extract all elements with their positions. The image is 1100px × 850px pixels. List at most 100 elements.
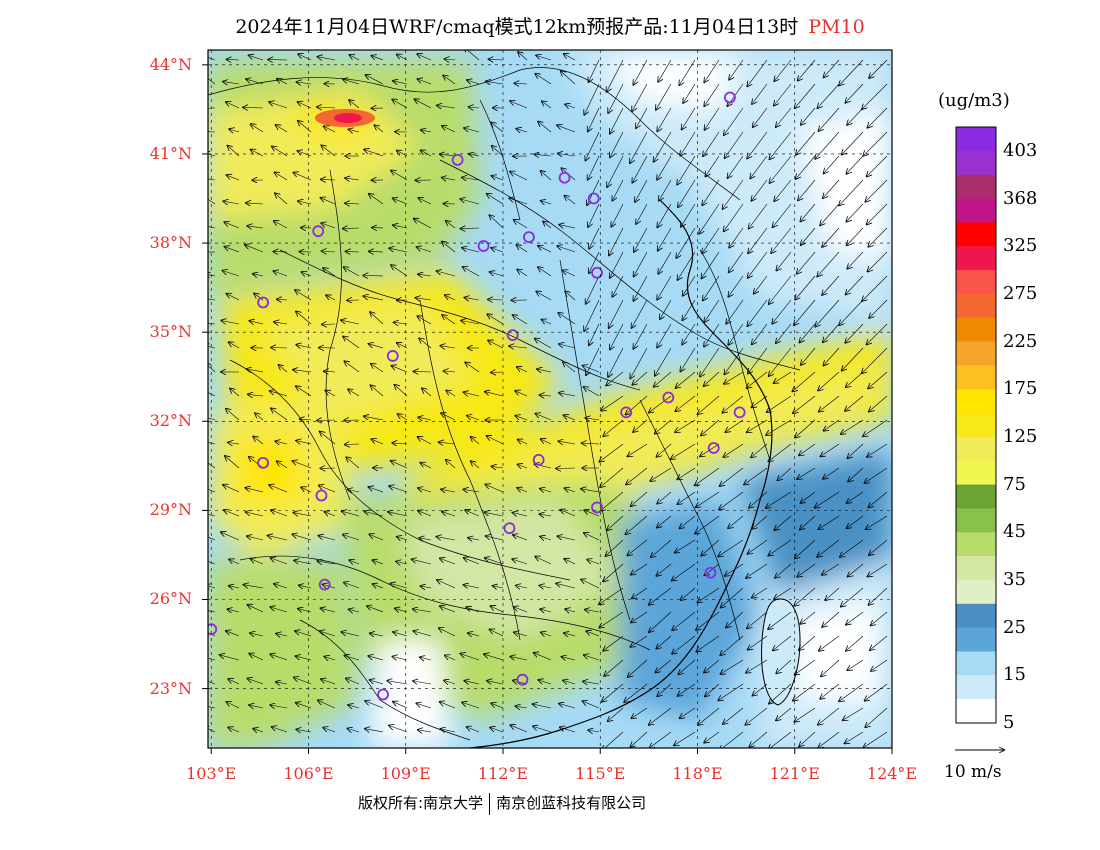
colorbar-label: 325 [1003, 235, 1038, 257]
wind-vector [244, 585, 264, 588]
wind-vector [704, 731, 720, 743]
wind-vector [484, 654, 504, 661]
wind-vector [560, 727, 576, 733]
wind-vector [584, 533, 600, 541]
wind-vector [630, 731, 648, 747]
wind-vector [228, 609, 240, 612]
wind-vector [611, 203, 624, 227]
wind-vector [705, 683, 720, 696]
wind-vector [277, 461, 288, 469]
wind-vector [228, 679, 240, 685]
wind-vector [626, 395, 648, 415]
wind-vector [601, 491, 624, 511]
wind-vector [703, 275, 720, 300]
wind-vector [492, 466, 504, 468]
wind-vector [558, 441, 576, 444]
wind-vector [421, 130, 432, 132]
wind-vector [249, 654, 264, 661]
station-marker [620, 406, 633, 419]
wind-vector [683, 83, 696, 103]
wind-vector [721, 659, 744, 674]
wind-vector [671, 443, 696, 459]
wind-vector [463, 267, 480, 277]
wind-vector [276, 125, 288, 133]
wind-vector [656, 563, 672, 576]
wind-vector [230, 389, 240, 397]
wind-vector [223, 201, 240, 204]
wind-vector [657, 155, 672, 180]
wind-vector [486, 485, 504, 493]
wind-vector [541, 632, 552, 636]
wind-vector [462, 248, 480, 253]
colorbar-segment [956, 579, 996, 605]
wind-vector [371, 439, 384, 445]
wind-vector [823, 467, 840, 479]
wind-vector [724, 203, 744, 231]
wind-vector [417, 247, 432, 253]
wind-vector [750, 731, 768, 747]
wind-vector [633, 275, 648, 301]
wind-vector [795, 275, 816, 300]
wind-vector [321, 198, 336, 205]
wind-vector [468, 538, 480, 540]
colorbar-label: 125 [1003, 425, 1038, 447]
wind-vector [535, 339, 552, 349]
wind-vector [320, 631, 336, 637]
wind-vector [534, 653, 552, 661]
wind-vector [318, 700, 336, 709]
wind-vector [349, 129, 360, 132]
wind-vector [726, 611, 744, 628]
wind-vector [678, 683, 696, 696]
wind-vector [725, 563, 744, 576]
wind-vector [657, 323, 672, 348]
wind-vector [795, 539, 816, 558]
wind-vector [537, 369, 552, 372]
wind-vector [589, 251, 600, 273]
longitude-label: 106°E [283, 764, 334, 783]
wind-vector [486, 536, 504, 541]
wind-vector [649, 587, 672, 605]
wind-vector [819, 635, 840, 651]
wind-vector [442, 315, 456, 325]
wind-vector [793, 683, 816, 701]
colorbar-segment [956, 127, 996, 152]
colorbar-segment [956, 436, 996, 462]
wind-vector [321, 179, 336, 180]
wind-vector [628, 443, 648, 456]
wind-vector [491, 372, 504, 373]
wind-vector [418, 316, 432, 325]
wind-vector [818, 371, 840, 391]
wind-vector [292, 461, 312, 469]
wind-vector [467, 727, 480, 733]
wind-vector [678, 251, 696, 280]
wind-vector [631, 563, 648, 575]
wind-vector [774, 371, 792, 383]
wind-vector [373, 584, 384, 588]
wind-vector [275, 193, 288, 205]
wind-vector [345, 178, 360, 180]
wind-vector [249, 55, 264, 61]
wind-vector [675, 419, 696, 432]
wind-vector [321, 145, 336, 157]
wind-vector [752, 179, 768, 201]
wind-vector [675, 395, 696, 411]
wind-vector [845, 83, 864, 103]
wind-vector [224, 222, 240, 229]
monitoring-stations [208, 91, 746, 701]
wind-vector [416, 298, 432, 300]
wind-vector [542, 320, 552, 324]
wind-vector [208, 417, 216, 421]
wind-vector [608, 707, 624, 721]
wind-vector [657, 203, 672, 227]
wind-vector [538, 246, 552, 253]
wind-vector [724, 107, 744, 135]
wind-vector [226, 102, 240, 109]
wind-vector [370, 680, 384, 684]
wind-vector [229, 342, 240, 349]
wind-vector [369, 487, 384, 493]
wind-vector [441, 413, 456, 421]
wind-vector [487, 314, 504, 325]
wind-vector [253, 729, 264, 732]
wind-vector [513, 535, 528, 541]
